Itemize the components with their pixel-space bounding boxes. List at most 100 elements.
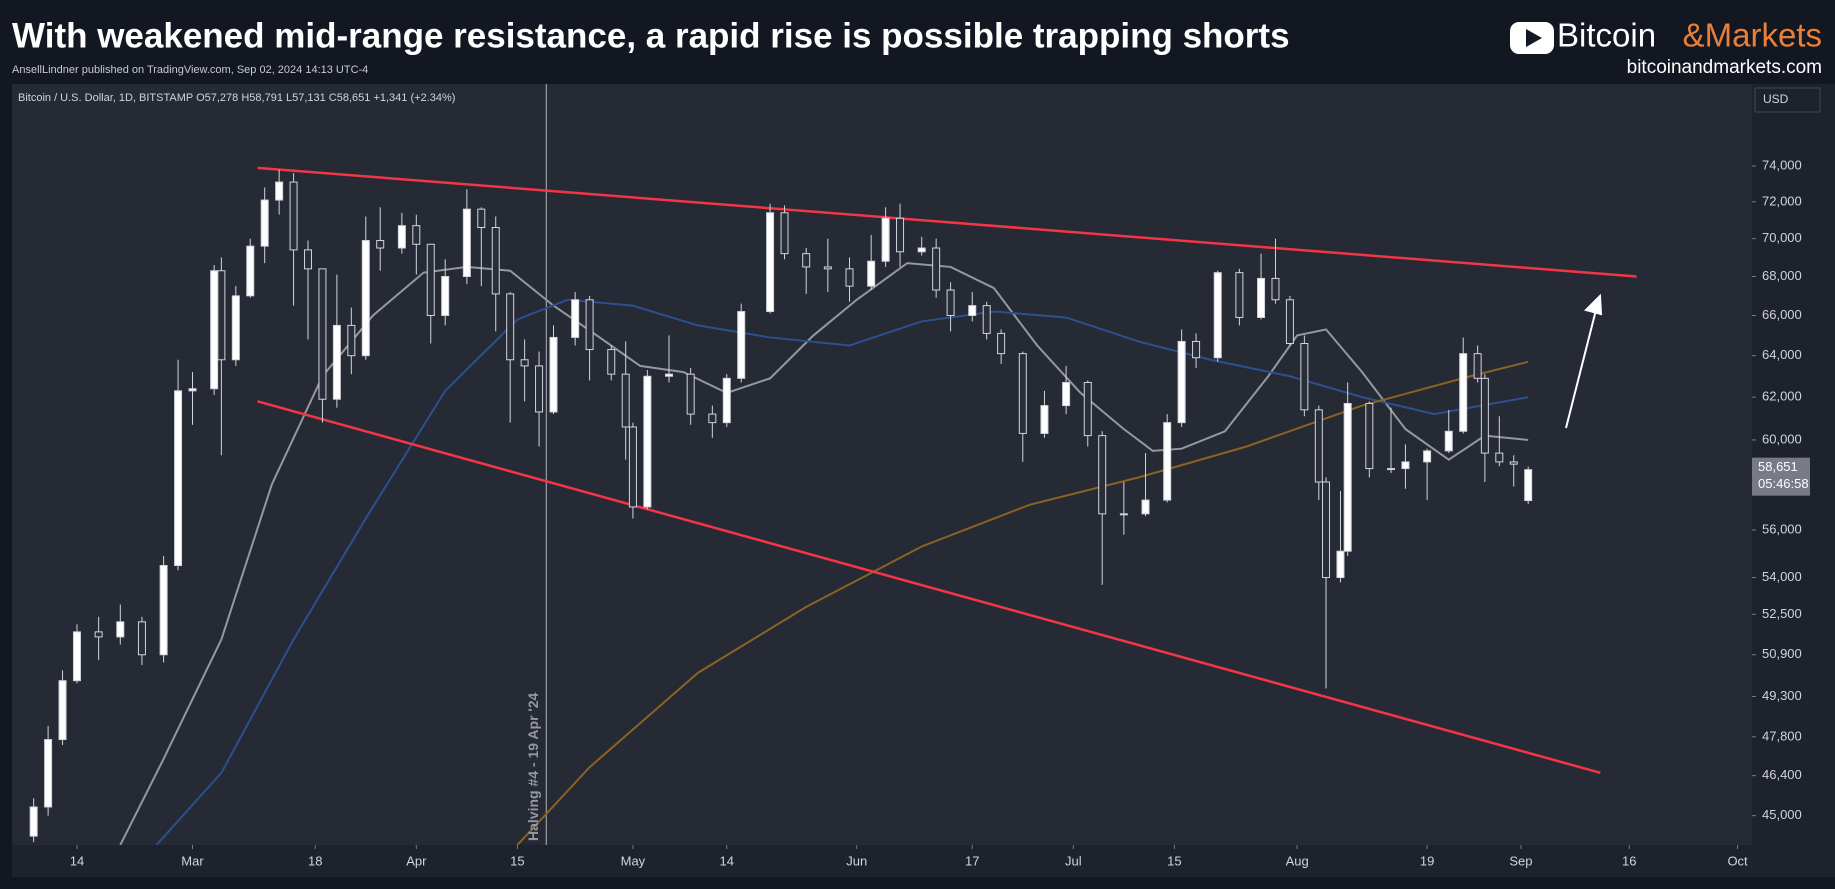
x-tick-label: Apr [406,853,427,868]
candle-body [44,739,53,808]
candle-body [1098,435,1107,515]
candle-body [1177,340,1186,424]
candle-body [188,388,197,392]
candle-body [260,199,269,247]
arrow-head [1584,293,1603,316]
line [119,262,1529,845]
title: With weakened mid-range resistance, a ra… [12,16,1290,55]
logo-play [1526,29,1542,47]
y-tick-label: 46,400 [1762,767,1802,782]
candle-body [29,806,38,837]
candle-body [1213,272,1222,359]
y-tick-label: 60,000 [1762,431,1802,446]
currency-label: USD [1763,92,1789,106]
candle-body [1524,469,1533,502]
candle-body [1343,402,1352,552]
candle-body [780,212,789,255]
countdown-label: 05:46:58 [1758,476,1809,491]
time-axis [12,845,1835,877]
candle-body [246,245,255,297]
brand-part1: Bitcoin [1557,17,1656,54]
candle-body [1257,277,1266,318]
candle-body [210,270,219,390]
candle-body [643,375,652,508]
candle-body [1119,513,1128,516]
candle-body [318,268,327,400]
candle-body [802,253,811,268]
candle-body [1285,299,1294,344]
brand-url: bitcoinandmarkets.com [1627,57,1822,78]
candle-body [477,208,486,229]
candle-body [1473,353,1482,379]
candle-body [686,373,695,415]
candle-body [845,268,854,287]
candle-body [722,377,731,424]
candle-body [1509,461,1518,465]
candle-body [1235,272,1244,318]
x-tick-label: 16 [1622,853,1636,868]
y-tick-label: 72,000 [1762,193,1802,208]
candle-body [607,349,616,375]
brand-part2: &Markets [1683,17,1822,54]
arrow-shaft [1565,301,1599,429]
candle-body [1401,461,1410,470]
candle-body [275,181,284,201]
x-tick-label: May [621,853,646,868]
halving-label: Halving #4 - 19 Apr '24 [525,692,541,841]
plot [29,84,1637,845]
y-tick-label: 45,000 [1762,807,1802,822]
x-tick-label: 18 [308,853,322,868]
candle-body [1423,450,1432,463]
y-tick-label: 47,800 [1762,728,1802,743]
candle-body [968,305,977,316]
candle-body [1495,452,1504,463]
candle-body [462,208,471,278]
candle-body [932,247,941,291]
x-tick-label: Aug [1286,853,1309,868]
candle-body [1480,377,1489,454]
candle-body [917,247,926,253]
line [516,360,1529,845]
candle-body [159,565,168,656]
candle-body [549,336,558,413]
x-tick-label: Oct [1727,853,1748,868]
y-tick-label: 68,000 [1762,268,1802,283]
candle-body [506,293,515,361]
candle-body [535,365,544,413]
candle-body [58,680,67,741]
line [257,400,1601,775]
candle-body [896,217,905,253]
y-tick-label: 54,000 [1762,569,1802,584]
candle-body [94,631,103,638]
y-tick-label: 50,900 [1762,646,1802,661]
candle-body [491,227,500,295]
candle-body [1062,381,1071,407]
candle-body [332,324,341,400]
candle-body [1459,353,1468,432]
candle-body [361,240,370,357]
candle-body [1141,499,1150,515]
y-tick-label: 62,000 [1762,389,1802,404]
candle-body [881,217,890,262]
currency-button[interactable] [1754,87,1821,113]
candle-body [1322,481,1331,579]
x-tick-label: 17 [965,853,979,868]
candle-body [116,621,125,638]
x-tick-label: 14 [70,853,84,868]
candle-body [397,225,406,249]
candle-body [72,631,81,682]
candle-body [1314,409,1323,483]
candle-body [982,305,991,334]
y-tick-label: 49,300 [1762,688,1802,703]
candle-body [1018,353,1027,434]
candle-body [766,212,775,313]
candle-body [1163,422,1172,501]
line [257,166,1637,278]
last-price-box [1752,457,1810,496]
candle-body [520,359,529,367]
candle-body [737,311,746,379]
legend: Bitcoin / U.S. Dollar, 1D, BITSTAMP O57,… [18,92,455,104]
candle-body [1300,342,1309,411]
y-tick-label: 56,000 [1762,521,1802,536]
candle-body [1336,550,1345,579]
